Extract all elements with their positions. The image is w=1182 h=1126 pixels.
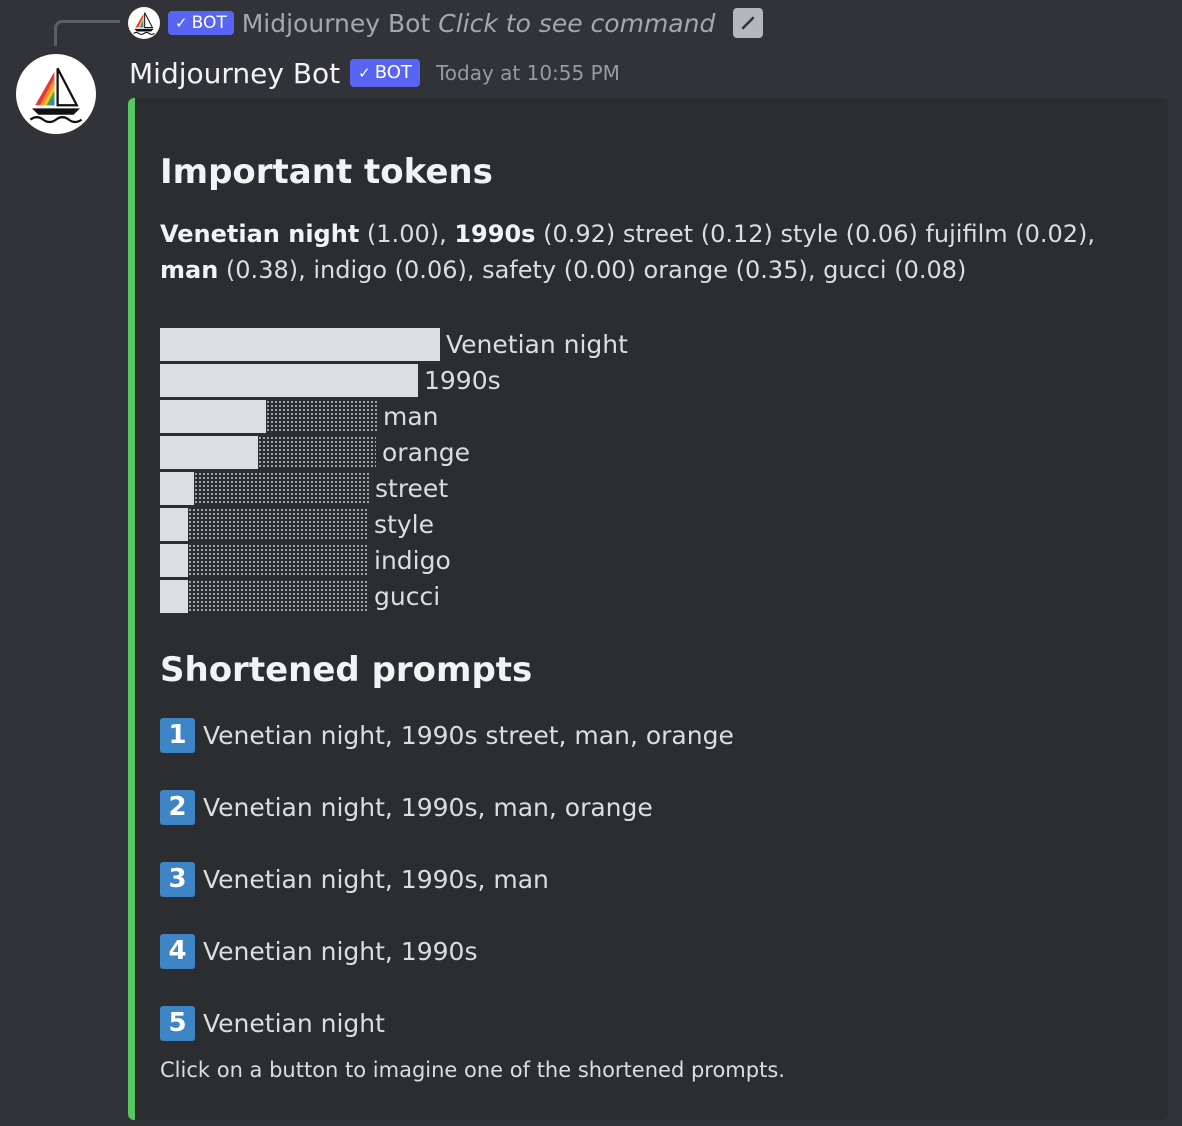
chart-bar-remainder bbox=[188, 543, 368, 577]
token-bold: man bbox=[160, 256, 219, 284]
chart-bar-remainder bbox=[258, 435, 376, 469]
token-text: (1.00), bbox=[359, 220, 455, 248]
reply-preview[interactable]: ✓ BOT Midjourney Bot Click to see comman… bbox=[128, 6, 764, 40]
chart-bar bbox=[160, 543, 188, 577]
prompt-number-badge: 4 bbox=[160, 933, 195, 969]
token-bold: Venetian night bbox=[160, 220, 360, 248]
chart-bar-label: indigo bbox=[374, 545, 451, 575]
slash-command-icon[interactable] bbox=[733, 8, 764, 38]
chart-bar-row: style bbox=[160, 506, 434, 542]
reply-author[interactable]: Midjourney Bot bbox=[241, 8, 431, 38]
token-bold: 1990s bbox=[454, 220, 536, 248]
chart-bar-label: orange bbox=[382, 437, 470, 467]
chart-bar-remainder bbox=[194, 471, 369, 505]
reply-bot-tag-label: BOT bbox=[191, 13, 227, 33]
embed-accent-bar bbox=[128, 98, 135, 1120]
chart-bar bbox=[160, 579, 188, 613]
bot-tag: ✓ BOT bbox=[350, 59, 420, 87]
embed-footer: Click on a button to imagine one of the … bbox=[160, 1058, 785, 1082]
prompt-item: 3 Venetian night, 1990s, man bbox=[160, 861, 549, 897]
chart-bar bbox=[160, 363, 418, 397]
sailboat-icon bbox=[133, 12, 155, 35]
reply-bot-tag: ✓ BOT bbox=[168, 11, 234, 35]
prompt-text: Venetian night, 1990s, man, orange bbox=[203, 792, 653, 822]
chart-bar-remainder bbox=[266, 399, 377, 433]
prompt-item: 5 Venetian night bbox=[160, 1005, 385, 1041]
check-icon: ✓ bbox=[358, 64, 371, 82]
chart-bar-row: man bbox=[160, 398, 439, 434]
prompt-item: 2 Venetian night, 1990s, man, orange bbox=[160, 789, 653, 825]
chart-bar-label: gucci bbox=[374, 581, 441, 611]
chart-bar bbox=[160, 435, 258, 469]
token-text: (0.92) street (0.12) style (0.06) fujifi… bbox=[535, 220, 1096, 248]
chart-bar-row: Venetian night bbox=[160, 326, 628, 362]
bot-tag-label: BOT bbox=[374, 62, 412, 83]
reply-command-link[interactable]: Click to see command bbox=[438, 8, 716, 38]
chart-bar-label: Venetian night bbox=[446, 329, 628, 359]
chart-bar-label: style bbox=[374, 509, 434, 539]
chart-bar-row: orange bbox=[160, 434, 470, 470]
chart-bar bbox=[160, 471, 194, 505]
sailboat-icon bbox=[29, 67, 83, 124]
author-name[interactable]: Midjourney Bot bbox=[129, 56, 341, 90]
check-icon: ✓ bbox=[175, 14, 188, 32]
prompt-text: Venetian night, 1990s, man bbox=[203, 864, 549, 894]
chart-bar-label: man bbox=[383, 401, 439, 431]
chart-bar bbox=[160, 507, 188, 541]
message-header: Midjourney Bot ✓ BOT Today at 10:55 PM bbox=[129, 53, 620, 93]
prompt-text: Venetian night, 1990s street, man, orang… bbox=[203, 720, 734, 750]
prompt-number-badge: 2 bbox=[160, 789, 195, 825]
token-text: (0.38), indigo (0.06), safety (0.00) ora… bbox=[218, 256, 967, 284]
embed: Important tokens Venetian night (1.00), … bbox=[128, 98, 1168, 1120]
chart-bar-label: 1990s bbox=[424, 365, 501, 395]
important-tokens-title: Important tokens bbox=[160, 152, 493, 192]
prompt-item: 4 Venetian night, 1990s bbox=[160, 933, 477, 969]
shortened-prompts-title: Shortened prompts bbox=[160, 650, 533, 690]
avatar[interactable] bbox=[16, 54, 96, 134]
chart-bar bbox=[160, 327, 440, 361]
prompt-number-badge: 1 bbox=[160, 717, 195, 753]
chart-bar-row: 1990s bbox=[160, 362, 501, 398]
prompt-number-badge: 5 bbox=[160, 1005, 195, 1041]
chart-bar-row: indigo bbox=[160, 542, 451, 578]
prompt-text: Venetian night, 1990s bbox=[203, 936, 478, 966]
prompt-text: Venetian night bbox=[203, 1008, 385, 1038]
chart-bar-label: street bbox=[375, 473, 449, 503]
prompt-number-badge: 3 bbox=[160, 861, 195, 897]
chart-bar-row: street bbox=[160, 470, 448, 506]
reply-avatar[interactable] bbox=[128, 7, 160, 39]
prompt-item: 1 Venetian night, 1990s street, man, oran… bbox=[160, 717, 734, 753]
reply-connector bbox=[54, 20, 120, 46]
chart-bar bbox=[160, 399, 266, 433]
tokens-line: Venetian night (1.00), 1990s (0.92) stre… bbox=[160, 216, 1120, 288]
chart-bar-row: gucci bbox=[160, 578, 440, 614]
timestamp[interactable]: Today at 10:55 PM bbox=[435, 61, 620, 85]
chart-bar-remainder bbox=[188, 579, 368, 613]
chart-bar-remainder bbox=[188, 507, 368, 541]
